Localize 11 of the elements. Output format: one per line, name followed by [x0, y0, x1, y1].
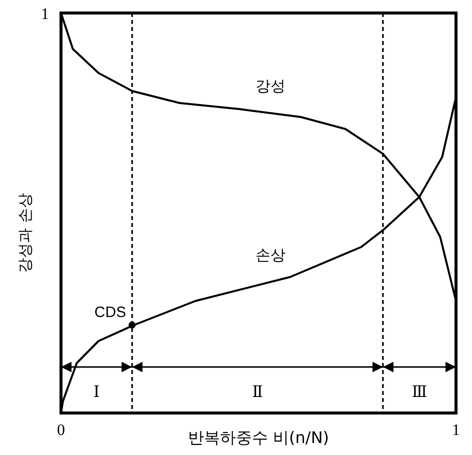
- y-axis-title: 강성과 손상: [16, 193, 34, 273]
- x-tick-label: 0: [57, 422, 65, 439]
- annotation: Ⅰ: [93, 382, 100, 401]
- text: 1: [41, 6, 49, 23]
- annotation: Ⅱ: [252, 382, 263, 401]
- annotation: CDS: [94, 304, 126, 321]
- series-label: 손상: [255, 246, 286, 264]
- x-axis-title: 반복하중수 비(n/N): [188, 428, 330, 447]
- series-label: 강성: [255, 77, 286, 96]
- annotation: Ⅲ: [412, 382, 428, 401]
- annotation: CDS: [94, 304, 136, 328]
